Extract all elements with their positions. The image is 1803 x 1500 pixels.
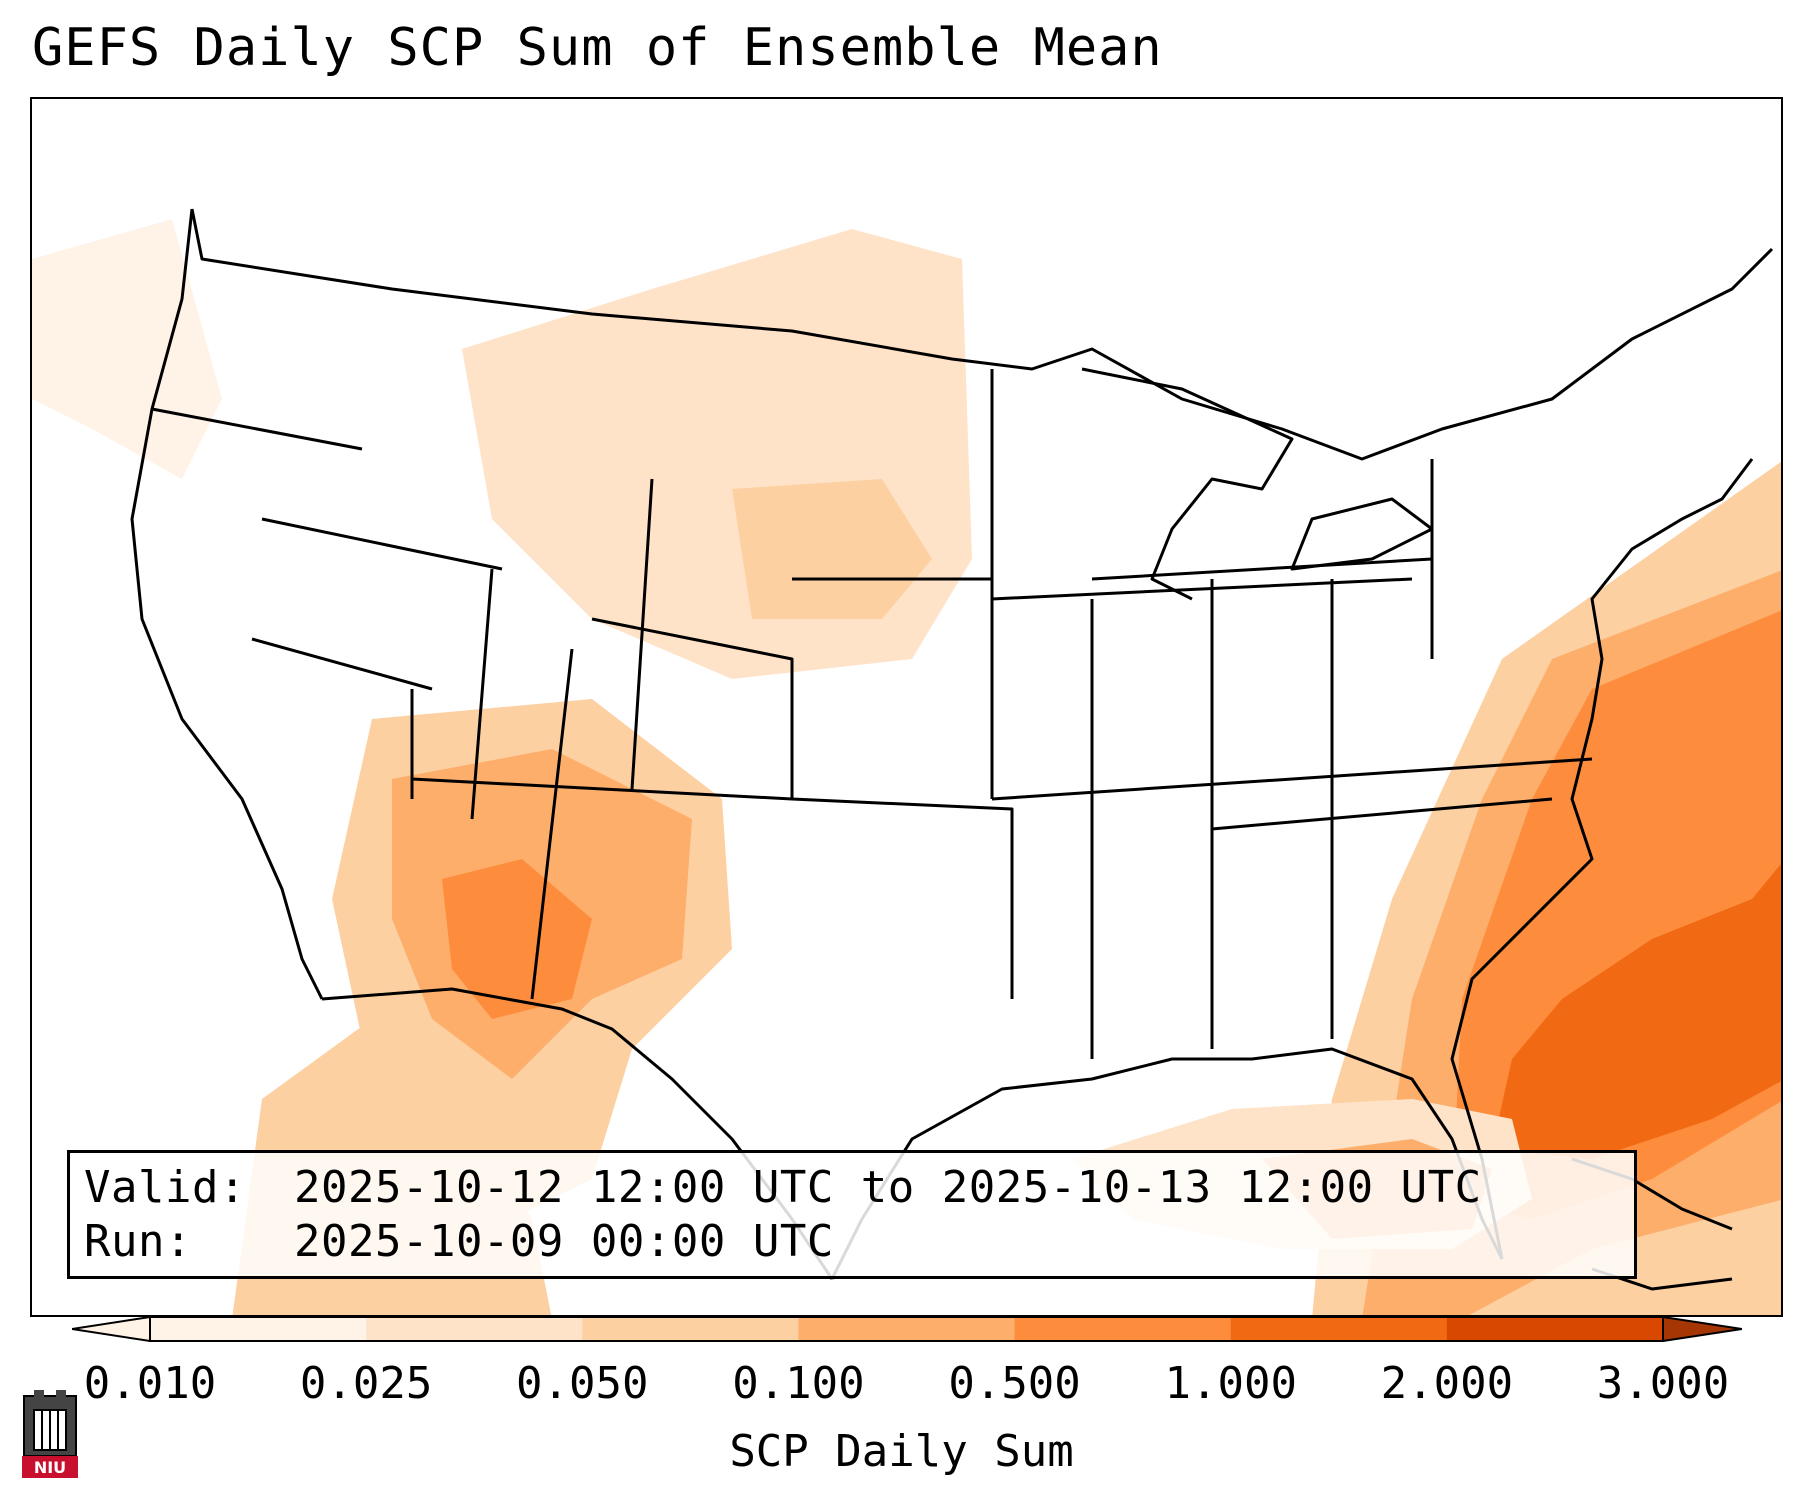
run-value: 2025-10-09 00:00 UTC	[294, 1216, 834, 1267]
us-canada-border	[190, 208, 1774, 461]
colorbar-segment	[798, 1317, 1016, 1341]
run-line: Run: 2025-10-09 00:00 UTC	[84, 1215, 1620, 1269]
colorbar-tick-label: 3.000	[1596, 1358, 1730, 1409]
colorbar-tick-label: 2.000	[1380, 1358, 1514, 1409]
valid-value: 2025-10-12 12:00 UTC to 2025-10-13 12:00…	[294, 1162, 1482, 1213]
colorbar-outline	[149, 1316, 1664, 1342]
niu-logo-icon: NIU	[22, 1390, 78, 1478]
state-lines-east	[990, 369, 1593, 1059]
colorbar-segment	[366, 1317, 583, 1341]
niu-logo-text: NIU	[34, 1458, 66, 1477]
southwest-shading-high	[442, 859, 592, 1019]
map-panel	[30, 97, 1783, 1317]
colorbar-label: SCP Daily Sum	[729, 1426, 1074, 1477]
colorbar-tick-label: 0.100	[732, 1358, 865, 1409]
colorbar-tick-label: 1.000	[1164, 1358, 1297, 1409]
map-title: GEFS Daily SCP Sum of Ensemble Mean	[32, 18, 1163, 78]
atlantic-shading-max	[1492, 863, 1781, 1159]
colorbar-segment	[1446, 1317, 1664, 1341]
map-svg	[32, 208, 1781, 1315]
colorbar-tick-label: 0.010	[83, 1358, 217, 1409]
valid-run-info-box: Valid: 2025-10-12 12:00 UTC to 2025-10-13…	[67, 1150, 1637, 1279]
valid-line: Valid: 2025-10-12 12:00 UTC to 2025-10-13…	[84, 1161, 1620, 1215]
colorbar-extend-low	[72, 1316, 151, 1342]
colorbar	[72, 1316, 1742, 1342]
valid-label: Valid:	[84, 1162, 246, 1213]
colorbar-segment	[1014, 1317, 1232, 1341]
run-label: Run:	[84, 1216, 192, 1267]
state-lines-west	[151, 407, 1014, 1000]
colorbar-tick-label: 0.500	[948, 1358, 1081, 1409]
colorbar-segment	[1230, 1317, 1448, 1341]
west-coast	[130, 208, 324, 1000]
great-lakes	[1081, 367, 1434, 601]
colorbar-segment	[582, 1317, 799, 1341]
colorbar-segments	[72, 1316, 1742, 1342]
colorbar-segment	[150, 1317, 367, 1341]
colorbar-extend-high	[1662, 1316, 1742, 1342]
colorbar-tick-label: 0.050	[516, 1358, 649, 1409]
colorbar-tick-label: 0.025	[299, 1358, 433, 1409]
plains-shading-light	[462, 229, 972, 679]
northwest-shading	[32, 219, 222, 479]
plains-shading-mid	[732, 479, 932, 619]
